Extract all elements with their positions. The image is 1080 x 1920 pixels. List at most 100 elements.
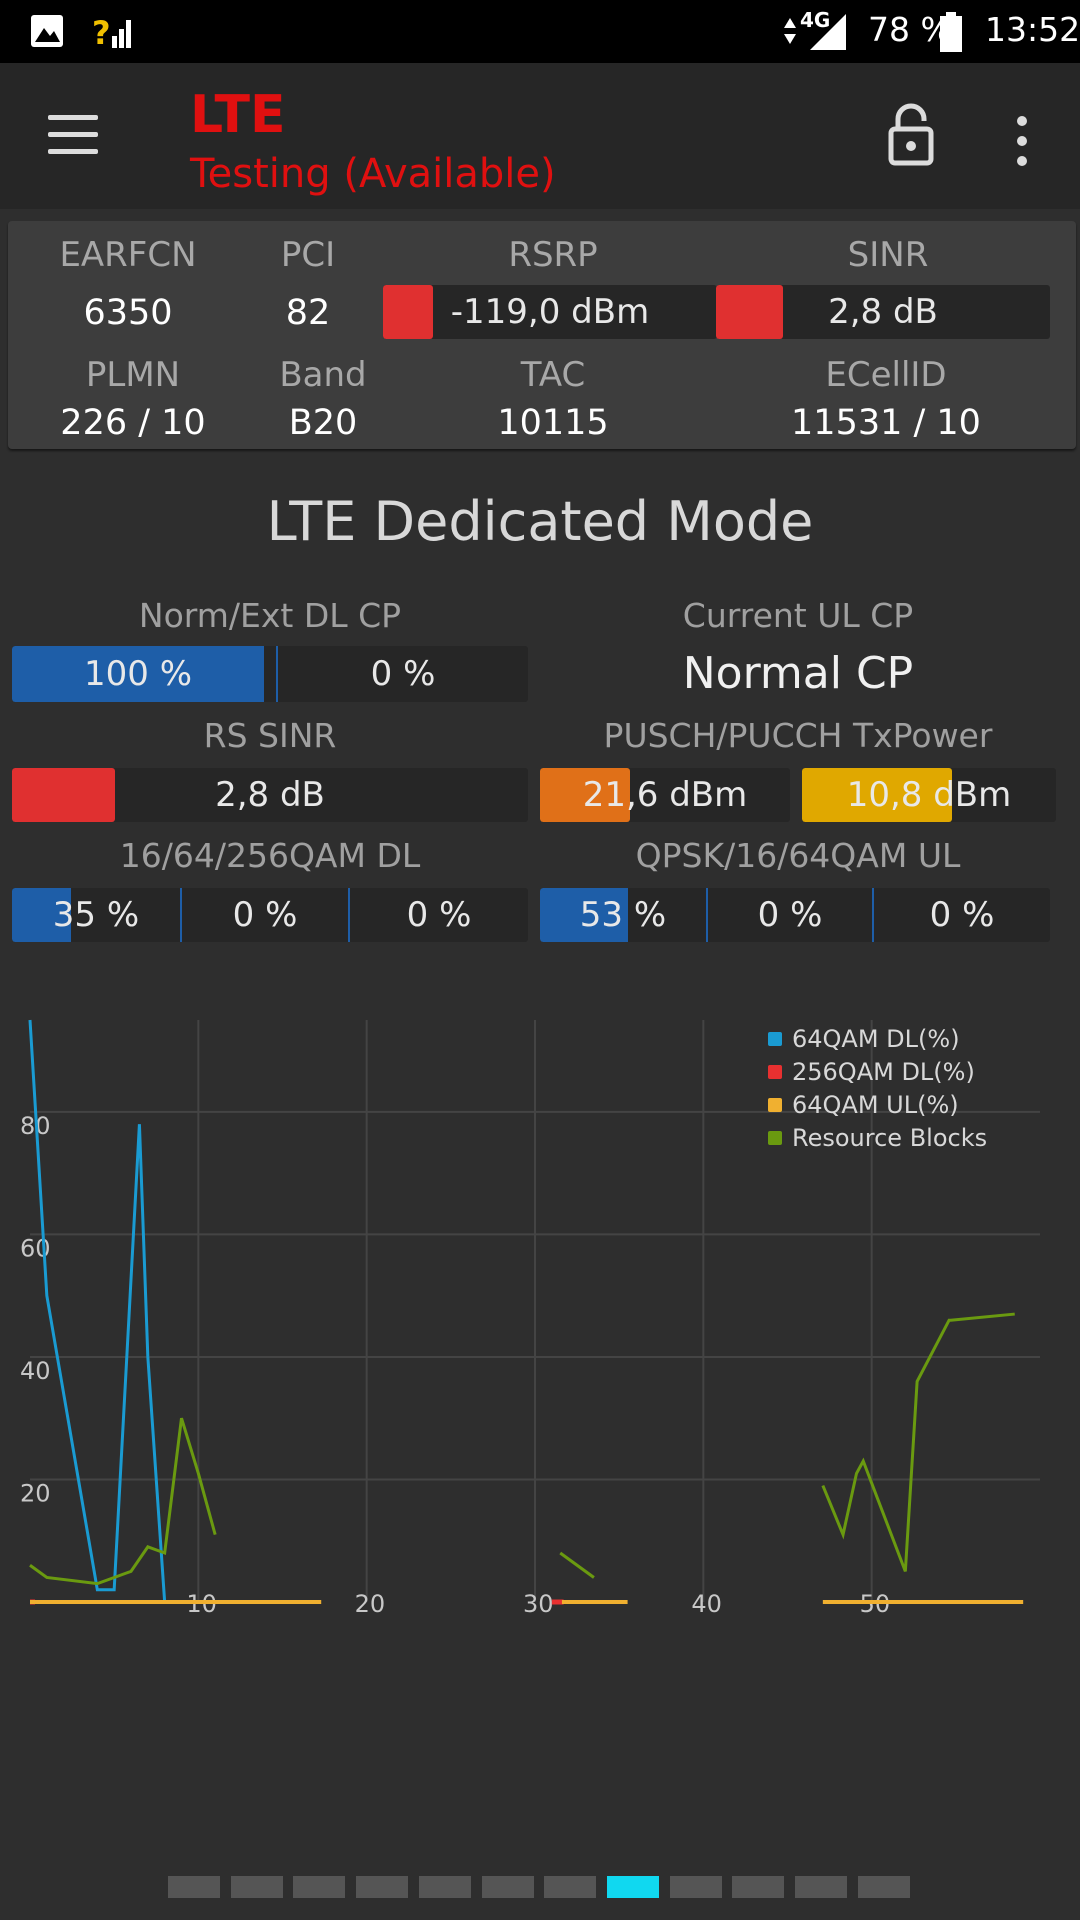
- tac-label: TAC: [520, 355, 586, 395]
- pucch-value: 10,8 dBm: [846, 775, 1012, 815]
- svg-text:?: ?: [92, 14, 111, 50]
- signal-icon: [810, 14, 846, 50]
- rsrp-label: RSRP: [508, 235, 598, 275]
- legend-swatch: [768, 1131, 782, 1145]
- ul-cp-value: Normal CP: [682, 648, 914, 699]
- sinr-value: 2,8 dB: [828, 292, 938, 332]
- rsrp-bar: -119,0 dBm: [383, 285, 717, 339]
- cell-info-panel: EARFCN 6350 PCI 82 RSRP -119,0 dBm SINR …: [8, 221, 1076, 449]
- rs-sinr-value: 2,8 dB: [215, 775, 325, 815]
- page-dot[interactable]: [857, 1876, 910, 1898]
- sinr-bar-fill: [716, 285, 783, 339]
- page-dot[interactable]: [669, 1876, 722, 1898]
- qam-ul-16-value: 0 %: [757, 895, 823, 935]
- page-dot[interactable]: [168, 1876, 220, 1898]
- page-dot[interactable]: [544, 1876, 597, 1898]
- qam-dl-fill: [12, 888, 71, 942]
- data-arrows-icon: [784, 18, 796, 44]
- legend-label: 64QAM UL(%): [792, 1091, 959, 1119]
- mode-title: LTE Dedicated Mode: [266, 490, 814, 553]
- qam-dl-16-value: 35 %: [52, 895, 140, 935]
- page-dot[interactable]: [795, 1876, 847, 1898]
- qam-dl-bar: 35 % 0 % 0 %: [12, 888, 528, 942]
- qam-dl-label: 16/64/256QAM DL: [119, 836, 421, 875]
- rs-sinr-label: RS SINR: [203, 716, 337, 755]
- ecellid-label: ECellID: [825, 355, 947, 395]
- app-bar: LTE Testing (Available): [0, 63, 1080, 209]
- band-label: Band: [279, 355, 367, 395]
- sinr-bar: 2,8 dB: [716, 285, 1050, 339]
- x-tick-label: 20: [355, 1590, 386, 1618]
- pucch-bar: 10,8 dBm: [802, 768, 1056, 822]
- x-tick-label: 30: [523, 1590, 554, 1618]
- app-title: LTE: [190, 85, 286, 145]
- rsrp-bar-fill: [383, 285, 434, 339]
- dl-cp-ext-value: 0 %: [370, 654, 436, 694]
- dl-cp-norm-value: 100 %: [83, 654, 192, 694]
- qam-ul-64-value: 0 %: [929, 895, 995, 935]
- plmn-label: PLMN: [85, 355, 181, 395]
- menu-icon[interactable]: [48, 115, 98, 155]
- y-tick-label: 40: [20, 1357, 51, 1385]
- y-tick-label: 20: [20, 1479, 51, 1507]
- pusch-bar: 21,6 dBm: [540, 768, 790, 822]
- series-64qam-dl: [28, 1019, 167, 1603]
- image-icon: [31, 15, 63, 47]
- band-value: B20: [288, 403, 358, 443]
- x-tick-label: 40: [691, 1590, 722, 1618]
- pucch-fill: [802, 768, 952, 822]
- bar-divider: [348, 888, 350, 942]
- pusch-value: 21,6 dBm: [582, 775, 748, 815]
- rs-sinr-bar: 2,8 dB: [12, 768, 528, 822]
- dl-cp-bar: 100 % 0 %: [12, 646, 528, 702]
- qam-ul-bar: 53 % 0 % 0 %: [540, 888, 1050, 942]
- rsrp-value: -119,0 dBm: [450, 292, 650, 332]
- legend-swatch: [768, 1032, 782, 1046]
- series-resource-blocks: [559, 1551, 595, 1579]
- qam-dl-64-value: 0 %: [232, 895, 298, 935]
- dl-cp-label: Norm/Ext DL CP: [138, 596, 402, 635]
- legend-label: 64QAM DL(%): [792, 1025, 960, 1053]
- network-type: 4G: [800, 8, 831, 32]
- page-dot[interactable]: [481, 1876, 534, 1898]
- legend-label: Resource Blocks: [792, 1124, 987, 1152]
- earfcn-label: EARFCN: [59, 235, 197, 275]
- modulation-chart: 10203040502040608064QAM DL(%)256QAM DL(%…: [20, 1019, 1040, 1618]
- page-dot[interactable]: [606, 1876, 659, 1898]
- status-bar: ? 4G 78 % 13:52: [0, 0, 1080, 63]
- clock: 13:52: [985, 10, 1080, 49]
- qam-ul-fill: [540, 888, 628, 942]
- rs-sinr-fill: [12, 768, 116, 822]
- bar-divider: [872, 888, 874, 942]
- signal-unknown-icon: ?: [92, 14, 131, 50]
- tac-value: 10115: [497, 403, 609, 443]
- pci-label: PCI: [280, 235, 336, 275]
- more-vert-icon[interactable]: [1012, 115, 1032, 167]
- bar-divider: [706, 888, 708, 942]
- page-dot[interactable]: [732, 1876, 785, 1898]
- legend-swatch: [768, 1065, 782, 1079]
- earfcn-value: 6350: [83, 293, 173, 333]
- unlock-icon[interactable]: [888, 103, 934, 167]
- page-dot[interactable]: [418, 1876, 471, 1898]
- ul-cp-label: Current UL CP: [682, 596, 914, 635]
- series-resource-blocks: [821, 1312, 1015, 1572]
- plmn-value: 226 / 10: [60, 403, 206, 443]
- dl-cp-norm-fill: [12, 646, 264, 702]
- series-resource-blocks: [29, 1417, 217, 1586]
- app-subtitle: Testing (Available): [190, 151, 556, 197]
- page-dot[interactable]: [293, 1876, 346, 1898]
- pci-value: 82: [285, 293, 331, 333]
- page-dot[interactable]: [356, 1876, 409, 1898]
- qam-dl-256-value: 0 %: [406, 895, 472, 935]
- txpower-label: PUSCH/PUCCH TxPower: [603, 716, 993, 755]
- ecellid-value: 11531 / 10: [791, 403, 981, 443]
- qam-ul-label: QPSK/16/64QAM UL: [635, 836, 961, 875]
- pusch-fill: [540, 768, 630, 822]
- bar-divider: [276, 646, 278, 702]
- battery-icon: [940, 12, 962, 52]
- page-dot[interactable]: [230, 1876, 283, 1898]
- battery-percent: 78 %: [868, 10, 952, 49]
- qam-ul-qpsk-value: 53 %: [579, 895, 667, 935]
- sinr-label: SINR: [847, 235, 929, 275]
